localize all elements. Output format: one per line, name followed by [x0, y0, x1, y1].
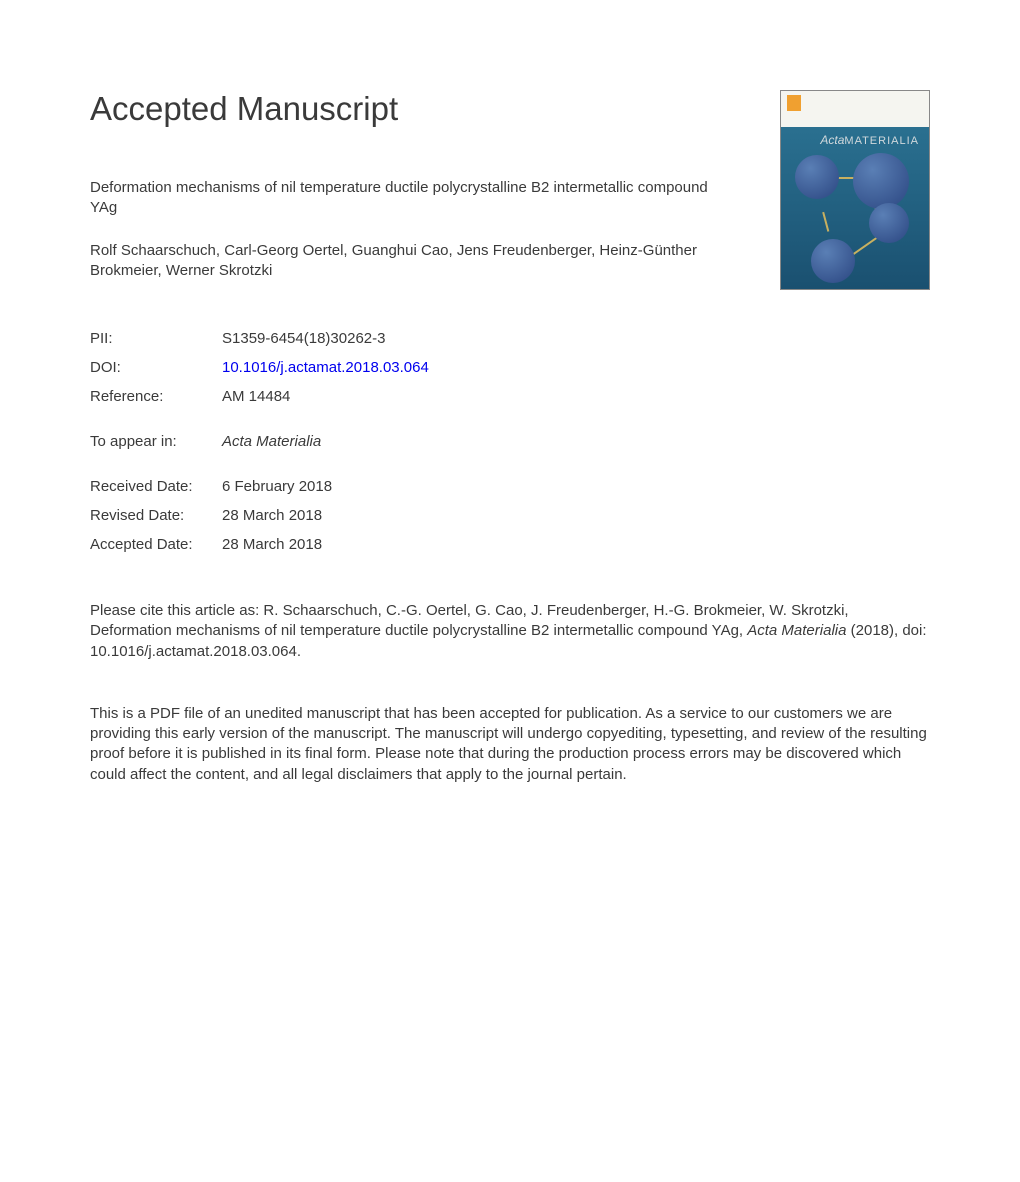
meta-row-reference: Reference: AM 14484 — [90, 388, 930, 405]
heading-container: Accepted Manuscript Deformation mechanis… — [90, 90, 760, 281]
journal-cover-thumbnail: ActaMATERIALIA — [780, 90, 930, 290]
cover-sphere-icon — [853, 153, 909, 209]
cover-journal-title: ActaMATERIALIA — [820, 133, 919, 147]
meta-label: Revised Date: — [90, 507, 222, 524]
cover-sphere-icon — [795, 155, 839, 199]
meta-label: Reference: — [90, 388, 222, 405]
cover-title-italic: Acta — [820, 133, 844, 147]
meta-row-appear: To appear in: Acta Materialia — [90, 433, 930, 450]
doi-link[interactable]: 10.1016/j.actamat.2018.03.064 — [222, 359, 429, 376]
meta-label: Accepted Date: — [90, 536, 222, 553]
meta-row-received: Received Date: 6 February 2018 — [90, 478, 930, 495]
meta-value: 6 February 2018 — [222, 478, 332, 495]
meta-value: 28 March 2018 — [222, 507, 322, 524]
meta-row-accepted: Accepted Date: 28 March 2018 — [90, 536, 930, 553]
meta-value: 28 March 2018 — [222, 536, 322, 553]
meta-label: To appear in: — [90, 433, 222, 450]
metadata-section: PII: S1359-6454(18)30262-3 DOI: 10.1016/… — [90, 330, 930, 553]
meta-value-journal: Acta Materialia — [222, 433, 321, 450]
header-section: Accepted Manuscript Deformation mechanis… — [90, 90, 930, 290]
article-title: Deformation mechanisms of nil temperatur… — [90, 178, 710, 219]
publisher-badge-icon — [787, 95, 801, 111]
meta-value: S1359-6454(18)30262-3 — [222, 330, 385, 347]
disclaimer-text: This is a PDF file of an unedited manusc… — [90, 704, 930, 785]
meta-label: Received Date: — [90, 478, 222, 495]
cover-title-caps: MATERIALIA — [844, 135, 919, 147]
meta-label: DOI: — [90, 359, 222, 376]
citation-prefix: Please cite this article as: R. Schaarsc… — [90, 602, 849, 639]
meta-label: PII: — [90, 330, 222, 347]
cover-sphere-icon — [811, 239, 855, 283]
meta-row-pii: PII: S1359-6454(18)30262-3 — [90, 330, 930, 347]
page-title: Accepted Manuscript — [90, 90, 760, 128]
meta-row-revised: Revised Date: 28 March 2018 — [90, 507, 930, 524]
cover-header — [781, 91, 929, 127]
meta-value: AM 14484 — [222, 388, 290, 405]
article-authors: Rolf Schaarschuch, Carl-Georg Oertel, Gu… — [90, 241, 710, 282]
meta-row-doi: DOI: 10.1016/j.actamat.2018.03.064 — [90, 359, 930, 376]
citation-journal: Acta Materialia — [747, 622, 846, 639]
citation-section: Please cite this article as: R. Schaarsc… — [90, 601, 930, 662]
cover-sphere-icon — [869, 203, 909, 243]
cover-connector-line — [823, 212, 830, 232]
